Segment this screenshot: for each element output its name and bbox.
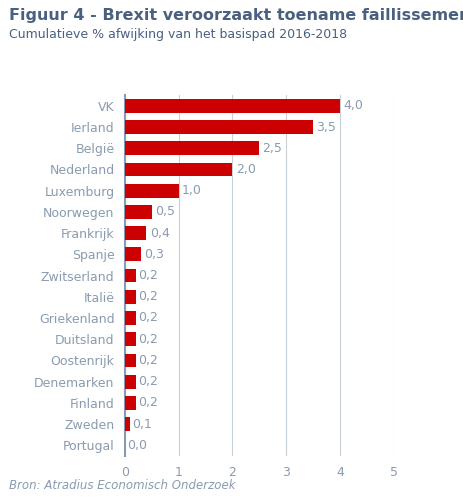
Text: 2,0: 2,0 bbox=[236, 163, 256, 176]
Bar bbox=[125, 141, 259, 155]
Text: 1,0: 1,0 bbox=[182, 184, 202, 197]
Bar bbox=[125, 120, 313, 134]
Text: 0,2: 0,2 bbox=[138, 354, 158, 367]
Bar bbox=[125, 269, 136, 283]
Text: 0,2: 0,2 bbox=[138, 312, 158, 325]
Text: 0,5: 0,5 bbox=[155, 205, 175, 218]
Text: 3,5: 3,5 bbox=[316, 121, 336, 134]
Bar bbox=[125, 290, 136, 304]
Bar bbox=[125, 311, 136, 325]
Text: 0,4: 0,4 bbox=[150, 226, 169, 239]
Text: 0,2: 0,2 bbox=[138, 396, 158, 409]
Bar bbox=[125, 226, 146, 240]
Bar bbox=[125, 396, 136, 410]
Text: Cumulatieve % afwijking van het basispad 2016-2018: Cumulatieve % afwijking van het basispad… bbox=[9, 28, 347, 41]
Bar bbox=[125, 375, 136, 389]
Text: 0,2: 0,2 bbox=[138, 333, 158, 346]
Bar bbox=[125, 332, 136, 346]
Text: 4,0: 4,0 bbox=[343, 99, 363, 112]
Text: 0,1: 0,1 bbox=[132, 417, 152, 430]
Bar bbox=[125, 417, 131, 431]
Bar bbox=[125, 247, 141, 261]
Bar bbox=[125, 205, 152, 219]
Text: Bron: Atradius Economisch Onderzoek: Bron: Atradius Economisch Onderzoek bbox=[9, 479, 236, 492]
Bar bbox=[125, 184, 179, 197]
Bar bbox=[125, 99, 340, 113]
Text: Figuur 4 - Brexit veroorzaakt toename faillissementen: Figuur 4 - Brexit veroorzaakt toename fa… bbox=[9, 8, 463, 23]
Text: 0,3: 0,3 bbox=[144, 248, 164, 261]
Text: 0,0: 0,0 bbox=[127, 439, 147, 452]
Text: 0,2: 0,2 bbox=[138, 375, 158, 388]
Text: 2,5: 2,5 bbox=[263, 142, 282, 155]
Text: 0,2: 0,2 bbox=[138, 290, 158, 303]
Text: 0,2: 0,2 bbox=[138, 269, 158, 282]
Bar bbox=[125, 354, 136, 367]
Bar bbox=[125, 162, 232, 176]
